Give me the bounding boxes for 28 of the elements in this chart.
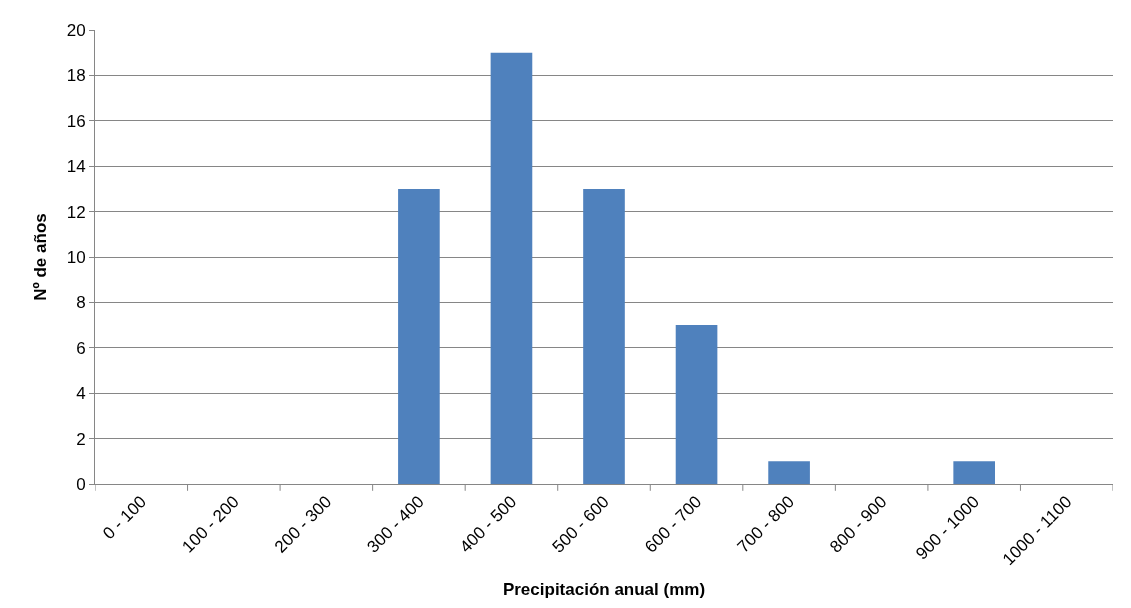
x-tick-label: 100 - 200: [178, 492, 243, 557]
x-tick-label: 500 - 600: [548, 492, 613, 557]
x-tick-label: 0 - 100: [99, 492, 151, 544]
y-tick-label: 18: [66, 66, 86, 86]
y-tick-label: 4: [76, 384, 86, 404]
y-tick-label: 20: [66, 20, 86, 40]
bar: [768, 461, 810, 484]
y-tick-label: 8: [76, 293, 86, 313]
y-tick-label: 0: [76, 474, 86, 494]
x-tick-label: 400 - 500: [456, 492, 521, 557]
bar: [490, 52, 533, 484]
x-tick-label: 800 - 900: [826, 492, 891, 557]
x-tick-label: 300 - 400: [363, 492, 428, 557]
y-tick-label: 12: [66, 202, 86, 222]
bar: [675, 325, 718, 484]
x-tick-label: 200 - 300: [270, 492, 336, 557]
y-tick-label: 2: [76, 429, 86, 449]
y-tick-label: 6: [76, 338, 86, 358]
bar: [953, 461, 995, 484]
x-tick-label: 600 - 700: [641, 492, 706, 557]
x-tick-label: 700 - 800: [733, 492, 798, 557]
y-tick-label: 10: [66, 247, 86, 267]
x-axis-title: Precipitación anual (mm): [502, 580, 706, 600]
y-axis-title: Nº de años: [31, 213, 51, 301]
y-tick-label: 14: [66, 157, 86, 177]
bar: [398, 188, 440, 484]
y-tick-label: 16: [66, 111, 86, 131]
bar: [583, 188, 625, 484]
